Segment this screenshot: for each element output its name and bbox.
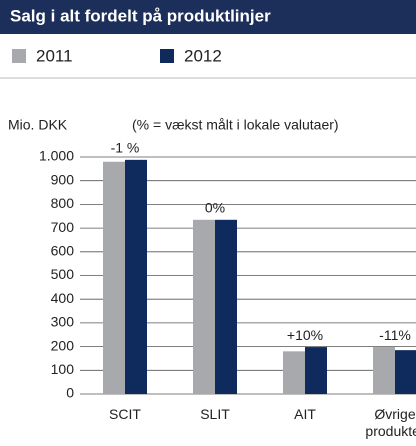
y-tick-label: 800 xyxy=(51,195,75,211)
x-tick-label: SLIT xyxy=(200,406,230,422)
y-tick-label: 400 xyxy=(51,290,75,306)
growth-label: -11% xyxy=(379,327,411,343)
bar xyxy=(125,159,147,394)
bar xyxy=(373,347,395,394)
legend-swatch xyxy=(12,49,26,63)
header-bar xyxy=(0,0,416,34)
growth-label: +10% xyxy=(287,327,323,343)
x-tick-label: Øvrige produkter xyxy=(365,406,416,439)
legend-label: 2011 xyxy=(36,46,73,65)
bar xyxy=(305,347,327,394)
legend-swatch xyxy=(160,49,174,63)
legend-label: 2012 xyxy=(184,46,222,65)
y-tick-label: 700 xyxy=(51,219,75,235)
bar xyxy=(103,161,125,394)
bar xyxy=(283,351,305,394)
x-tick-label: SCIT xyxy=(109,406,141,422)
growth-label: 0% xyxy=(205,200,225,216)
growth-label: -1 % xyxy=(111,140,140,156)
bar xyxy=(395,350,416,394)
y-axis-label: Mio. DKK xyxy=(8,117,68,133)
note: (% = vækst målt i lokale valutaer) xyxy=(132,117,339,133)
bar xyxy=(215,219,237,394)
y-tick-label: 0 xyxy=(66,385,74,401)
chart-title: Salg i alt fordelt på produktlinjer xyxy=(10,6,271,25)
x-tick-label: AIT xyxy=(294,406,316,422)
y-tick-label: 500 xyxy=(51,266,75,282)
y-tick-label: 900 xyxy=(51,171,75,187)
y-tick-label: 300 xyxy=(51,314,75,330)
y-tick-label: 100 xyxy=(51,361,75,377)
y-tick-label: 600 xyxy=(51,243,75,259)
bar xyxy=(193,219,215,394)
y-tick-label: 1.000 xyxy=(39,148,74,164)
y-tick-label: 200 xyxy=(51,337,75,353)
